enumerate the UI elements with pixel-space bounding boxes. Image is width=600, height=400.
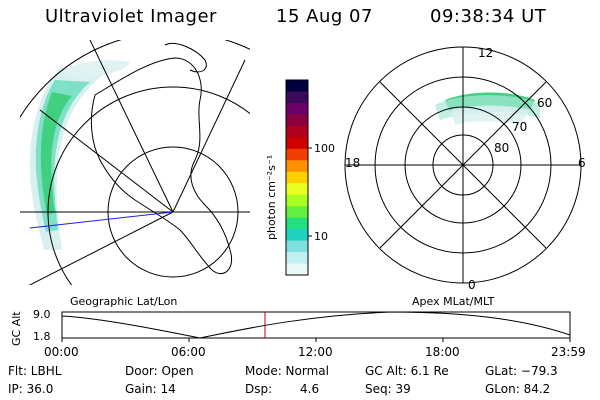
colorbar-segment [286, 114, 308, 127]
time-tick-0000: 00:00 [44, 345, 79, 359]
geo-panel-label: Geographic Lat/Lon [70, 295, 178, 308]
info-mode: Mode: Normal [245, 364, 329, 378]
info-flt: Flt: LBHL [8, 364, 62, 378]
colorbar-segment [286, 125, 308, 138]
time-tick-1200: 12:00 [298, 345, 333, 359]
mlt-label-12: 12 [478, 46, 494, 60]
mlt-panel-label: Apex MLat/MLT [412, 295, 495, 308]
time-tick-1800: 18:00 [425, 345, 460, 359]
lat-label-80: 80 [494, 141, 510, 155]
colorbar-segment [286, 171, 308, 184]
colorbar-segment [286, 240, 308, 253]
colorbar-segment [286, 263, 308, 276]
colorbar-tick-10: 10 [314, 230, 328, 243]
colorbar-segment [286, 206, 308, 219]
info-dsp: Dsp: [245, 382, 273, 396]
mlt-polar-plot [344, 46, 582, 284]
time-tick-2359: 23:59 [551, 345, 586, 359]
colorbar-tick-100: 100 [314, 142, 335, 155]
info-gain: Gain: 14 [125, 382, 176, 396]
mlt-label-6: 6 [578, 156, 586, 170]
info-door: Door: Open [125, 364, 194, 378]
time-tick-0600: 06:00 [171, 345, 206, 359]
alt-ytick-1-8: 1.8 [33, 330, 51, 343]
colorbar-segment [286, 137, 308, 150]
lat-label-70: 70 [512, 120, 528, 134]
colorbar-segment [286, 148, 308, 161]
alt-ylabel: GC Alt [10, 311, 23, 346]
mlt-label-18: 18 [345, 156, 361, 170]
altitude-plot [61, 311, 571, 342]
colorbar-border [285, 79, 309, 276]
colorbar-segment [286, 102, 308, 115]
instrument-title: Ultraviolet Imager [45, 6, 217, 27]
geographic-map [20, 40, 250, 285]
info-dsp-value: 4.6 [300, 382, 320, 396]
info-seq: Seq: 39 [365, 382, 411, 396]
alt-ytick-9: 9.0 [33, 308, 51, 321]
colorbar-segment [286, 217, 308, 230]
colorbar-segment [286, 194, 308, 207]
aurora-upper [60, 60, 130, 80]
info-glon: GLon: 84.2 [485, 382, 551, 396]
mlt-label-0: 0 [468, 278, 476, 292]
date-label: 15 Aug 07 [276, 6, 373, 27]
colorbar-segment [286, 91, 308, 104]
info-glat: GLat: −79.3 [485, 364, 558, 378]
time-label: 09:38:34 UT [430, 6, 547, 27]
colorbar-segment [286, 183, 308, 196]
colorbar [285, 79, 312, 276]
info-ip: IP: 36.0 [8, 382, 54, 396]
colorbar-segment [286, 252, 308, 265]
colorbar-segment [286, 160, 308, 173]
colorbar-unit: photon cm⁻²s⁻¹ [265, 154, 278, 240]
lat-label-60: 60 [537, 96, 553, 110]
info-gc-alt: GC Alt: 6.1 Re [365, 364, 449, 378]
colorbar-segment [286, 80, 308, 92]
colorbar-segment [286, 229, 308, 242]
aurora-core [40, 92, 72, 215]
